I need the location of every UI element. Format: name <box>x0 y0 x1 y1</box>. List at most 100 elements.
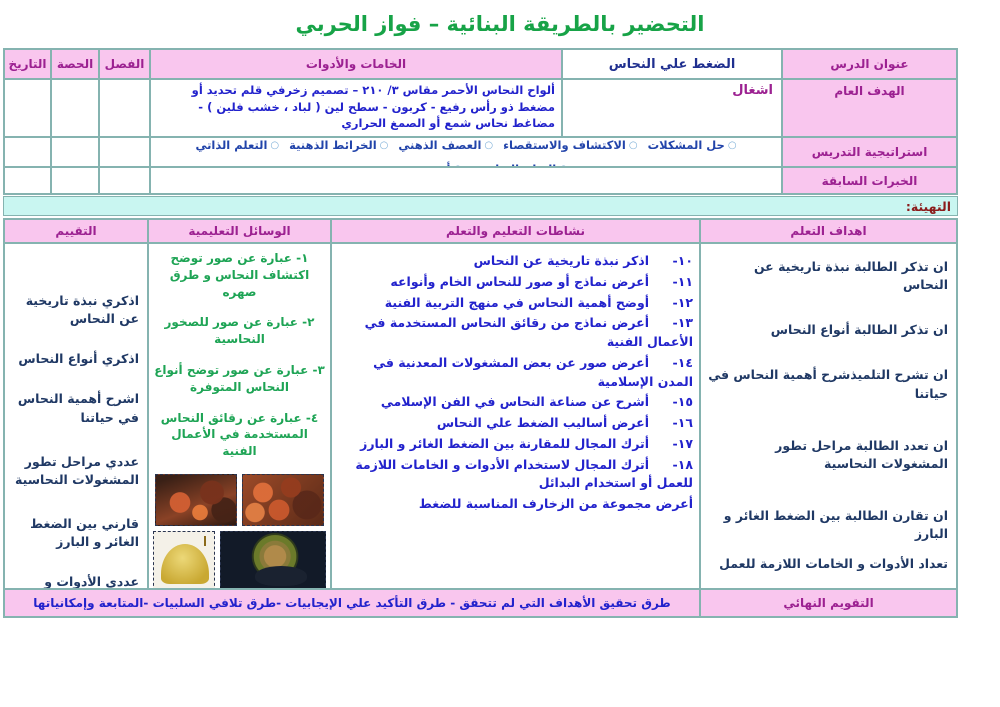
activity-number: ١٨- <box>672 456 693 472</box>
aid-text: عبارة عن صور للصخور النحاسية <box>164 315 298 347</box>
empty-cell[interactable] <box>52 138 98 166</box>
strategy-option-label: أخرى ............ <box>364 162 450 166</box>
strategy-option-label: التعلم التعاوني <box>472 162 556 166</box>
materials-value: ألواح النحاس الأحمر مقاس ٣/ ٢١٠ – تصميم … <box>151 80 561 136</box>
radio-circle-icon: ○ <box>453 164 462 167</box>
aid-text: عبارة عن صور توضح أنواع النحاس المتوفرة <box>154 362 309 394</box>
date-input-cell[interactable] <box>5 80 50 136</box>
aid-number: ٤- <box>305 410 319 425</box>
strategy-option-discovery[interactable]: ○ الاكتشاف والاستقصاء <box>503 138 637 152</box>
aid-images-grid <box>153 473 326 588</box>
aid-item: ١- عبارة عن صور توضح اكتشاف النحاس و طرق… <box>153 250 326 300</box>
preparation-label: التهيئة: <box>905 198 951 214</box>
strategy-option-label: الاكتشاف والاستقصاء <box>503 138 626 152</box>
aid-item: ٤- عبارة عن رقائق النحاس المستخدمة في ال… <box>153 410 326 460</box>
copper-plate-photo <box>220 530 326 588</box>
empty-cell[interactable] <box>5 138 50 166</box>
activity-item: ١٠- اذكر نبذة تاريخية عن النحاس <box>336 252 693 271</box>
activity-item: ١١- أعرض نماذج أو صور للنحاس الخام وأنواع… <box>336 273 693 292</box>
period-label: الحصة <box>52 50 98 78</box>
activity-text: أعرض صور عن بعض المشغولات المعدنية في ال… <box>373 354 693 389</box>
goal-item: تعداد الأدوات و الخامات اللازمة للعمل <box>719 556 948 572</box>
strategy-option-label: التعلم الذاتي <box>195 138 268 152</box>
lesson-title-value: الضغط علي النحاس <box>563 50 781 78</box>
strategy-option-mind-maps[interactable]: ○ الخرائط الذهنية <box>289 138 388 152</box>
activity-item: ١٥- أشرح عن صناعة النحاس في الفن الإسلامي <box>336 393 693 412</box>
copper-ore-photo-2 <box>155 473 237 526</box>
activity-text: أشرح عن صناعة النحاس في الفن الإسلامي <box>380 394 649 410</box>
date-label: التاريخ <box>5 50 50 78</box>
strategy-options-row: ○ حل المشكلات ○ الاكتشاف والاستقصاء ○ العصف… <box>151 138 781 166</box>
activities-header: نشاطات التعليم والتعلم <box>332 220 699 242</box>
activity-number: ١١- <box>672 273 693 289</box>
general-objective-value: اشغال <box>563 80 781 136</box>
strategy-option-label: العصف الذهني <box>398 138 482 152</box>
empty-cell[interactable] <box>5 168 50 193</box>
strategy-label: استراتيجية التدريس <box>783 138 956 166</box>
radio-circle-icon: ○ <box>628 139 638 151</box>
strategy-option-label: حل المشكلات <box>647 138 725 152</box>
period-input-cell[interactable] <box>52 80 98 136</box>
strategy-option-brainstorming[interactable]: ○ العصف الذهني <box>398 138 493 152</box>
main-table: اهداف التعلم نشاطات التعليم والتعلم الوس… <box>3 218 958 618</box>
evaluation-item: عددي مراحل تطور المشغولات النحاسية <box>15 453 139 487</box>
aid-number: ١- <box>296 251 309 265</box>
activity-text: أوضح أهمية النحاس في منهج التربية الفنية <box>384 294 649 310</box>
aid-number: ٢- <box>302 315 315 330</box>
evaluation-item: قارني بين الضغط الغائر و البارز <box>30 515 139 549</box>
aid-item: ٢- عبارة عن صور للصخور النحاسية <box>153 314 326 348</box>
activity-item: ١٧- أترك المجال للمقارنة بين الضغط الغائر… <box>336 435 693 454</box>
evaluation-column: اذكري نبذة تاريخية عن النحاس اذكري أنواع… <box>5 244 147 588</box>
final-evaluation-label: التقويم النهائي <box>701 590 956 616</box>
activity-text: أعرض نماذج من رقائق النحاس المستخدمة في … <box>364 315 693 349</box>
goal-item: ان تذكر الطالبة أنواع النحاس <box>770 322 948 338</box>
general-objective-label: الهدف العام <box>783 80 956 136</box>
goals-column: ان تذكر الطالبة نبذة تاريخية عن النحاس ا… <box>701 244 956 588</box>
goal-item: ان تعدد الطالبة مراحل تطور المشغولات الن… <box>775 437 948 471</box>
radio-circle-icon: ○ <box>270 139 280 151</box>
aid-item: ٣- عبارة عن صور توضح أنواع النحاس المتوف… <box>153 362 326 396</box>
strategy-option-other[interactable]: ○أخرى ............ <box>364 162 462 166</box>
activity-item: ١٦- أعرض أساليب الضغط علي النحاس <box>336 414 693 433</box>
activity-item: ١٨-أترك المجال لاستخدام الأدوات و الخاما… <box>336 456 693 494</box>
goal-item: ان تقارن الطالبة بين الضغط الغائر و البا… <box>723 507 948 541</box>
aid-number: ٣- <box>312 362 325 377</box>
strategy-option-self-learning[interactable]: ○ التعلم الذاتي <box>195 138 279 152</box>
empty-cell[interactable] <box>100 138 149 166</box>
radio-circle-icon: ○ <box>559 164 568 167</box>
aid-text: عبارة عن صور توضح اكتشاف النحاس و طرق صه… <box>169 251 310 299</box>
class-input-cell[interactable] <box>100 80 149 136</box>
final-evaluation-value: طرق تحقيق الأهداف التي لم تتحقق - طرق ال… <box>5 590 699 616</box>
strategy-option-problem-solving[interactable]: ○ حل المشكلات <box>648 138 737 152</box>
prior-experience-input-cell[interactable] <box>151 168 781 193</box>
strategy-option-cooperative[interactable]: ○التعلم التعاوني <box>472 162 568 166</box>
activity-number: ١٦- <box>672 415 693 430</box>
aids-column: ١- عبارة عن صور توضح اكتشاف النحاس و طرق… <box>149 244 330 588</box>
evaluation-header: التقييم <box>5 220 147 242</box>
prior-experience-label: الخبرات السابقة <box>783 168 956 193</box>
empty-cell[interactable] <box>52 168 98 193</box>
activity-text: أترك المجال للمقارنة بين الضغط الغائر و … <box>360 435 649 451</box>
activity-number: ١٥- <box>672 394 693 410</box>
activities-column: ١٠- اذكر نبذة تاريخية عن النحاس ١١- أعرض ن… <box>332 244 699 588</box>
activity-number: ١٧- <box>672 435 693 451</box>
empty-cell[interactable] <box>100 168 149 193</box>
activity-text: أترك المجال لاستخدام الأدوات و الخامات ا… <box>355 456 693 491</box>
goal-item: ان تشرح التلميذشرح أهمية النحاس في حياتن… <box>708 367 948 401</box>
activity-item: ١٢- أوضح أهمية النحاس في منهج التربية الف… <box>336 294 693 313</box>
evaluation-item: اذكري أنواع النحاس <box>18 351 139 367</box>
activity-text: أعرض أساليب الضغط علي النحاس <box>436 415 649 430</box>
activity-number: ١٣- <box>672 315 693 331</box>
goal-item: ان تذكر الطالبة نبذة تاريخية عن النحاس <box>753 259 948 293</box>
strategy-option-label: الخرائط الذهنية <box>289 138 377 152</box>
class-label: الفصل <box>100 50 149 78</box>
radio-circle-icon: ○ <box>484 139 494 151</box>
activity-text: اذكر نبذة تاريخية عن النحاس <box>473 253 649 268</box>
evaluation-item: اشرح أهمية النحاس في حياتنا <box>17 391 139 425</box>
activity-number: ١٠- <box>672 253 693 268</box>
goals-header: اهداف التعلم <box>701 220 956 242</box>
copper-ore-photo-1 <box>242 473 324 526</box>
copper-dome-photo <box>153 530 215 588</box>
activity-item: أعرض مجموعة من الزخارف المناسبة للضغط <box>336 495 693 514</box>
